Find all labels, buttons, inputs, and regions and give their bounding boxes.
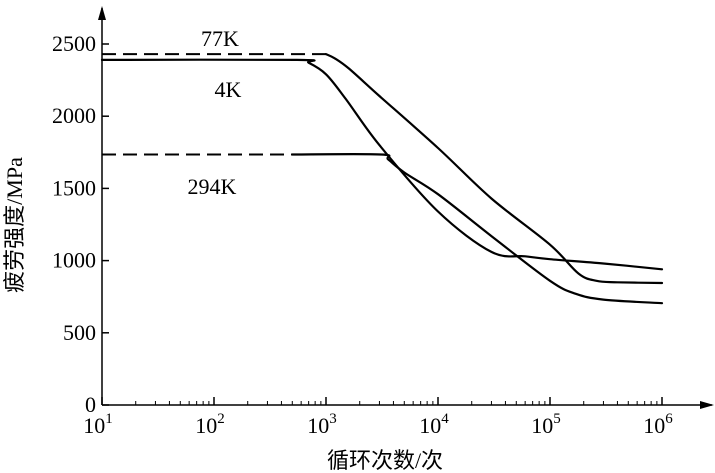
y-tick-label: 1500 [52, 175, 96, 200]
labels: 循环次数/次 疲劳强度/MPa 77K 4K 294K [2, 26, 443, 473]
y-tick-label: 1000 [52, 248, 96, 273]
axes: 0 500 1000 1500 2000 2500 101 102 103 104 105 106 [52, 6, 714, 438]
y-axis-arrow [98, 6, 106, 20]
y-tick-label: 0 [85, 392, 96, 417]
series-label-77K: 77K [201, 26, 239, 51]
series-line-77K [324, 53, 664, 285]
x-tick-label: 105 [531, 411, 561, 438]
x-tick-label: 101 [83, 411, 113, 438]
series-label-294K: 294K [188, 174, 237, 199]
y-tick-label: 2000 [52, 103, 96, 128]
series-label-4K: 4K [215, 77, 242, 102]
x-tick-label: 103 [307, 411, 337, 438]
x-tick-label: 102 [195, 411, 225, 438]
y-tick-label: 500 [63, 320, 96, 345]
x-axis-title: 循环次数/次 [327, 448, 443, 473]
series-line-294K [291, 153, 664, 305]
series-lines [100, 53, 664, 305]
x-tick-label: 104 [419, 411, 449, 438]
x-tick-label: 106 [643, 411, 673, 438]
series-line-4K [100, 58, 664, 271]
y-tick-label: 2500 [52, 31, 96, 56]
y-axis-title: 疲劳强度/MPa [2, 157, 27, 293]
x-axis-arrow [700, 401, 714, 409]
